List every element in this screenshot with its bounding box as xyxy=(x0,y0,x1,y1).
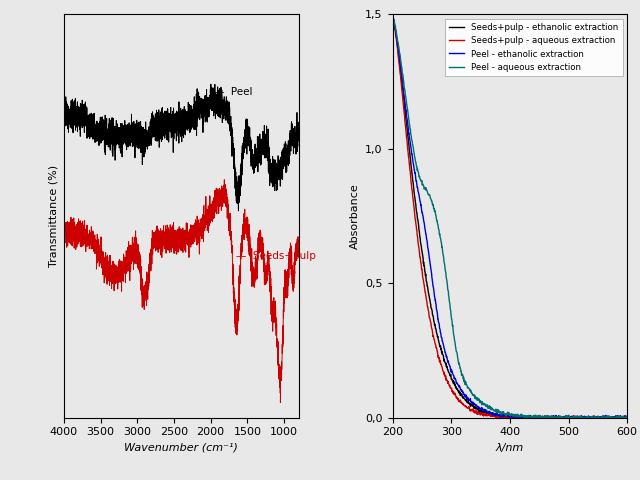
Peel - aqueous extraction xyxy=(591,415,599,420)
Peel - ethanolic extraction xyxy=(513,415,521,420)
Line: Seeds+pulp - aqueous extraction: Seeds+pulp - aqueous extraction xyxy=(392,18,627,418)
X-axis label: Wavenumber (cm⁻¹): Wavenumber (cm⁻¹) xyxy=(124,443,238,453)
Peel - ethanolic extraction xyxy=(403,115,411,121)
Seeds+pulp - ethanolic extraction xyxy=(403,125,411,131)
Peel - ethanolic extraction xyxy=(591,415,599,420)
Seeds+pulp - ethanolic extraction xyxy=(388,14,396,20)
Line: Seeds+pulp - ethanolic extraction: Seeds+pulp - ethanolic extraction xyxy=(392,17,627,418)
X-axis label: λ/nm: λ/nm xyxy=(496,443,524,453)
Peel - aqueous extraction xyxy=(524,415,531,420)
Peel - ethanolic extraction xyxy=(525,413,533,419)
Seeds+pulp - aqueous extraction xyxy=(492,415,500,420)
Y-axis label: Absorbance: Absorbance xyxy=(349,183,360,249)
Peel - ethanolic extraction xyxy=(531,415,539,420)
Y-axis label: Transmittance (%): Transmittance (%) xyxy=(49,165,58,267)
Seeds+pulp - ethanolic extraction xyxy=(531,414,539,420)
Seeds+pulp - aqueous extraction xyxy=(532,415,540,420)
Legend: Seeds+pulp - ethanolic extraction, Seeds+pulp - aqueous extraction, Peel - ethan: Seeds+pulp - ethanolic extraction, Seeds… xyxy=(445,19,623,76)
Seeds+pulp - ethanolic extraction xyxy=(525,414,533,420)
Seeds+pulp - aqueous extraction xyxy=(525,415,533,420)
Seeds+pulp - ethanolic extraction xyxy=(591,415,599,420)
Seeds+pulp - aqueous extraction xyxy=(388,15,396,21)
Seeds+pulp - aqueous extraction xyxy=(403,141,411,146)
Peel - aqueous extraction xyxy=(538,414,546,420)
Peel - aqueous extraction xyxy=(525,413,533,419)
Peel - aqueous extraction xyxy=(567,415,575,420)
Line: Peel - ethanolic extraction: Peel - ethanolic extraction xyxy=(392,17,627,418)
Peel - aqueous extraction xyxy=(403,102,411,108)
Seeds+pulp - ethanolic extraction xyxy=(538,413,546,419)
Peel - ethanolic extraction xyxy=(538,415,546,420)
Line: Peel - aqueous extraction: Peel - aqueous extraction xyxy=(392,17,627,418)
Seeds+pulp - aqueous extraction xyxy=(623,415,631,420)
Seeds+pulp - aqueous extraction xyxy=(539,414,547,420)
Peel - aqueous extraction xyxy=(623,415,631,420)
Seeds+pulp - aqueous extraction xyxy=(389,15,397,21)
Peel - ethanolic extraction xyxy=(567,415,575,420)
Peel - ethanolic extraction xyxy=(388,14,396,20)
Seeds+pulp - ethanolic extraction xyxy=(567,415,575,420)
Seeds+pulp - ethanolic extraction xyxy=(506,415,513,420)
Seeds+pulp - aqueous extraction xyxy=(591,415,599,420)
Text: —  Seeds+pulp: — Seeds+pulp xyxy=(236,252,316,261)
Seeds+pulp - ethanolic extraction xyxy=(623,415,631,420)
Peel - ethanolic extraction xyxy=(623,415,631,420)
Peel - aqueous extraction xyxy=(531,414,539,420)
Peel - aqueous extraction xyxy=(388,14,396,20)
Text: —  Peel: — Peel xyxy=(214,87,253,96)
Seeds+pulp - aqueous extraction xyxy=(567,414,575,420)
